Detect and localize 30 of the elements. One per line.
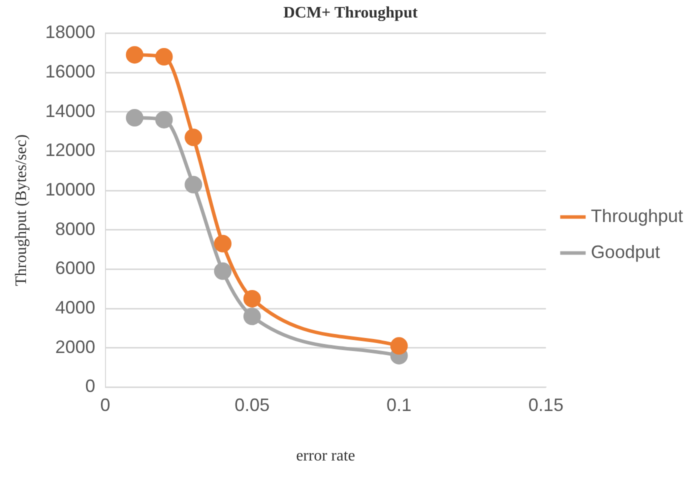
point <box>126 109 144 127</box>
point <box>184 128 202 146</box>
y-tick-label: 4000 <box>55 298 96 318</box>
point <box>243 290 261 308</box>
point <box>126 46 144 64</box>
point <box>184 176 202 194</box>
y-tick-label: 0 <box>85 376 96 396</box>
x-tick-label: 0.15 <box>528 394 564 415</box>
y-tick-label: 18000 <box>45 22 96 42</box>
x-tick-label: 0 <box>100 394 110 415</box>
chart-title: DCM+ Throughput <box>283 4 418 22</box>
x-tick-label: 0.1 <box>386 394 412 415</box>
y-tick-label: 16000 <box>45 62 96 82</box>
x-tick-label: 0.05 <box>234 394 270 415</box>
y-tick-label: 12000 <box>45 140 96 160</box>
point <box>155 48 173 66</box>
y-tick-label: 10000 <box>45 180 96 200</box>
point <box>214 262 232 280</box>
y-axis-title: Throughput (Bytes/sec) <box>12 134 30 286</box>
y-tick-label: 8000 <box>55 218 96 239</box>
y-tick-label: 2000 <box>55 336 96 357</box>
point <box>214 234 232 252</box>
point <box>243 308 261 326</box>
x-axis-title: error rate <box>296 448 356 465</box>
point <box>155 110 173 128</box>
point <box>390 337 408 355</box>
legend-label: Throughput <box>590 206 684 226</box>
y-tick-label: 6000 <box>55 258 96 278</box>
legend-label: Goodput <box>590 242 660 262</box>
y-tick-label: 14000 <box>45 100 96 121</box>
